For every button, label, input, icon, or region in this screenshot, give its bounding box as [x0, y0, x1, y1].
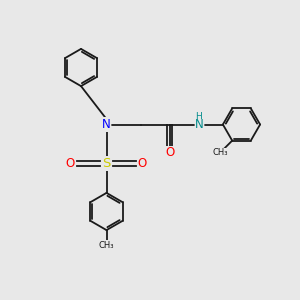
Text: O: O: [165, 146, 174, 160]
Text: N: N: [195, 118, 204, 131]
Text: O: O: [138, 157, 147, 170]
Text: H: H: [195, 112, 202, 121]
Text: O: O: [66, 157, 75, 170]
Text: CH₃: CH₃: [99, 241, 114, 250]
Text: CH₃: CH₃: [212, 148, 228, 157]
Text: S: S: [102, 157, 111, 170]
Text: N: N: [102, 118, 111, 131]
